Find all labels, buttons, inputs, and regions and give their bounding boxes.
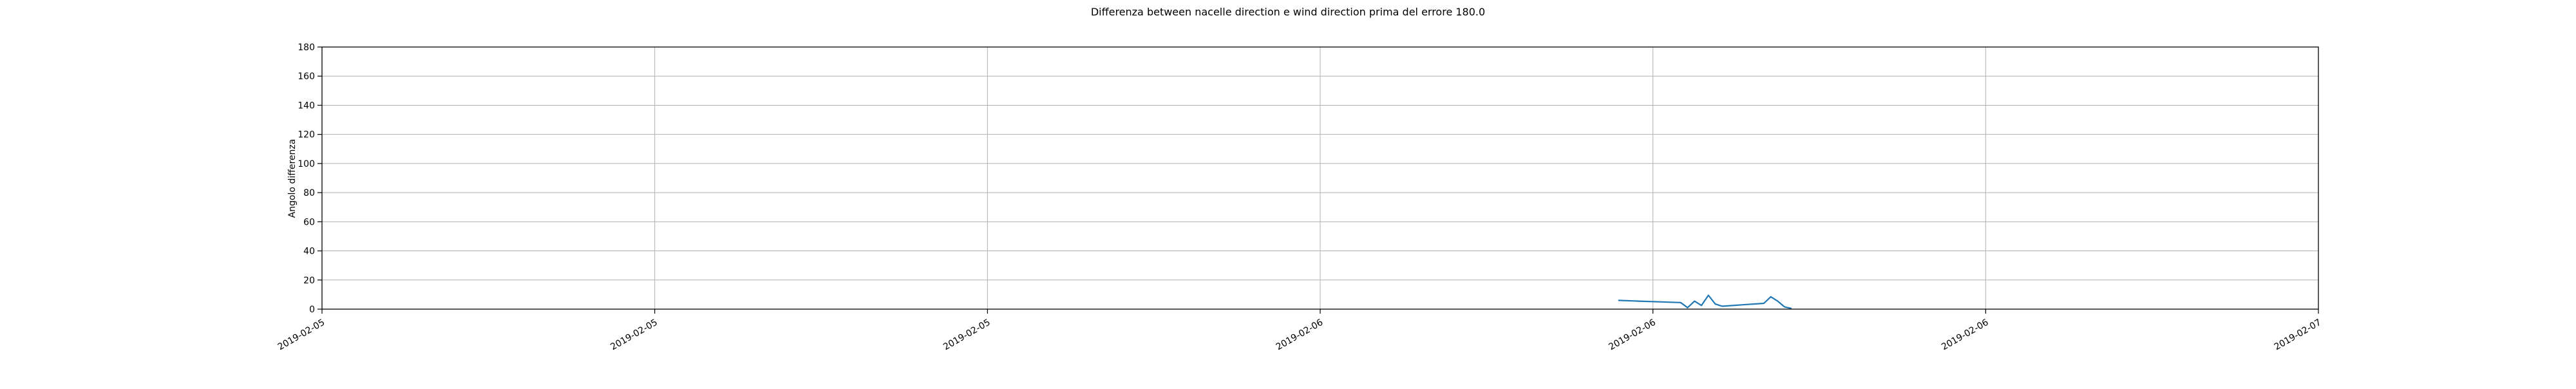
x-tick-label: 2019-02-07 (2273, 318, 2323, 353)
x-tick-label: 2019-02-06 (1274, 318, 1325, 353)
series-layer (1618, 294, 1792, 309)
series-line-0 (1618, 294, 1792, 309)
y-tick-label: 140 (298, 100, 315, 111)
x-tick-label: 2019-02-05 (609, 318, 659, 353)
grid-lines (321, 46, 2319, 310)
y-axis-label: Angolo differenza (287, 139, 298, 218)
y-tick-label: 60 (303, 217, 315, 227)
x-tick-label: 2019-02-06 (1940, 318, 1991, 353)
y-tick-label: 120 (298, 130, 315, 140)
y-tick-label: 40 (303, 247, 315, 257)
x-axis: 2019-02-05 2019-02-05 2019-02-05 2019-02-06… (276, 309, 2323, 352)
y-tick-label: 0 (309, 305, 315, 315)
x-tick-label: 2019-02-06 (1607, 318, 1658, 353)
chart-title: Differenza between nacelle direction e w… (1091, 6, 1485, 18)
y-axis: 0 20 40 60 80 100 120 140 160 180 (298, 43, 322, 315)
y-tick-label: 100 (298, 159, 315, 169)
y-tick-label: 20 (303, 276, 315, 286)
y-tick-label: 80 (303, 188, 315, 198)
y-tick-label: 180 (298, 43, 315, 53)
x-tick-label: 2019-02-05 (942, 318, 992, 353)
y-tick-label: 160 (298, 71, 315, 82)
x-tick-label: 2019-02-05 (276, 318, 327, 353)
